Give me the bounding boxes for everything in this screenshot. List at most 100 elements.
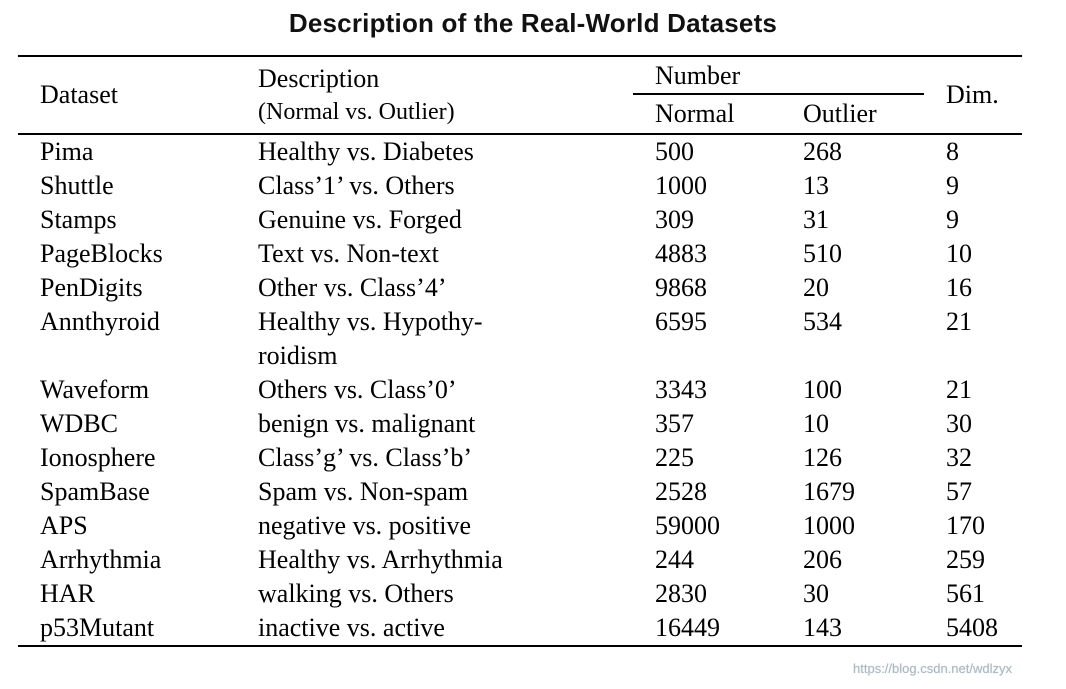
- column-header-dataset: Dataset: [18, 56, 236, 135]
- cell-dimension: 8: [946, 137, 960, 166]
- cell-description: Healthy vs. Arrhythmia: [258, 545, 503, 574]
- cell-dataset-name: WDBC: [40, 409, 118, 438]
- cell-description: benign vs. malignant: [258, 409, 476, 438]
- cell-outlier-count: 30: [803, 579, 829, 608]
- cell-description: inactive vs. active: [258, 613, 445, 642]
- cell-outlier-count: 534: [803, 307, 842, 336]
- cell-dimension: 9: [946, 171, 960, 200]
- column-header-description-line1: Description: [258, 64, 380, 93]
- table-row: PenDigits Other vs. Class’4’ 9868 20 16: [18, 271, 1022, 305]
- table-row: SpamBase Spam vs. Non-spam 2528 1679 57: [18, 475, 1022, 509]
- cell-dimension: 21: [946, 375, 973, 404]
- cell-dataset-name: APS: [40, 511, 88, 540]
- table-body: Pima Healthy vs. Diabetes 500 268 8 Shut…: [18, 134, 1022, 646]
- cell-dataset-name: Stamps: [40, 205, 117, 234]
- cell-normal-count: 4883: [655, 239, 707, 268]
- cell-outlier-count: 10: [803, 409, 829, 438]
- table-row: Waveform Others vs. Class’0’ 3343 100 21: [18, 373, 1022, 407]
- cell-dataset-name: PenDigits: [40, 273, 143, 302]
- cell-description: Spam vs. Non-spam: [258, 477, 469, 506]
- table-caption: Description of the Real-World Datasets: [288, 8, 778, 38]
- table-row: Shuttle Class’1’ vs. Others 1000 13 9: [18, 169, 1022, 203]
- cell-dimension: 170: [946, 511, 986, 540]
- cell-dataset-name: Arrhythmia: [40, 545, 162, 574]
- table-row: Stamps Genuine vs. Forged 309 31 9: [18, 203, 1022, 237]
- cell-normal-count: 1000: [655, 171, 707, 200]
- cell-dataset-name: Shuttle: [40, 171, 114, 200]
- cell-dataset-name: Ionosphere: [40, 443, 156, 472]
- column-header-dim: Dim.: [924, 56, 1023, 135]
- cell-outlier-count: 100: [803, 375, 842, 404]
- table-row: WDBC benign vs. malignant 357 10 30: [18, 407, 1022, 441]
- cell-description: Class’g’ vs. Class’b’: [258, 443, 473, 472]
- cell-description: Others vs. Class’0’: [258, 375, 457, 404]
- table-row: Arrhythmia Healthy vs. Arrhythmia 244 20…: [18, 543, 1022, 577]
- cell-normal-count: 2830: [655, 579, 707, 608]
- table-row: PageBlocks Text vs. Non-text 4883 510 10: [18, 237, 1022, 271]
- cell-dataset-name: Waveform: [40, 375, 150, 404]
- cell-outlier-count: 126: [803, 443, 842, 472]
- cell-dataset-name: Pima: [40, 137, 94, 166]
- cell-description: Healthy vs. Hypothy- roidism: [258, 307, 483, 370]
- cell-dataset-name: Annthyroid: [40, 307, 160, 336]
- cell-outlier-count: 510: [803, 239, 842, 268]
- cell-outlier-count: 268: [803, 137, 842, 166]
- cell-dataset-name: PageBlocks: [40, 239, 163, 268]
- cell-dimension: 259: [946, 545, 986, 574]
- cell-outlier-count: 206: [803, 545, 842, 574]
- cell-description: Healthy vs. Diabetes: [258, 137, 474, 166]
- cell-normal-count: 2528: [655, 477, 707, 506]
- cell-dimension: 10: [946, 239, 973, 268]
- cell-dataset-name: SpamBase: [40, 477, 150, 506]
- cell-description: walking vs. Others: [258, 579, 454, 608]
- cell-dimension: 5408: [946, 613, 999, 642]
- cell-normal-count: 357: [655, 409, 694, 438]
- cell-description: Class’1’ vs. Others: [258, 171, 455, 200]
- cell-normal-count: 500: [655, 137, 694, 166]
- cell-dataset-name: p53Mutant: [40, 613, 155, 642]
- cell-normal-count: 16449: [655, 613, 720, 642]
- cell-outlier-count: 1000: [803, 511, 855, 540]
- cell-normal-count: 59000: [655, 511, 720, 540]
- cell-normal-count: 3343: [655, 375, 707, 404]
- column-header-outlier: Outlier: [781, 94, 925, 135]
- table-row: Annthyroid Healthy vs. Hypothy- roidism …: [18, 305, 1022, 373]
- cell-dimension: 30: [946, 409, 973, 438]
- cell-description: Text vs. Non-text: [258, 239, 439, 268]
- watermark: https://blog.csdn.net/wdlzyx: [853, 661, 1012, 676]
- cell-normal-count: 9868: [655, 273, 707, 302]
- cell-normal-count: 309: [655, 205, 694, 234]
- cell-dimension: 57: [946, 477, 973, 506]
- cell-outlier-count: 143: [803, 613, 842, 642]
- cell-description: Genuine vs. Forged: [258, 205, 462, 234]
- cell-outlier-count: 31: [803, 205, 829, 234]
- cell-outlier-count: 20: [803, 273, 829, 302]
- cell-normal-count: 6595: [655, 307, 707, 336]
- table-row: Ionosphere Class’g’ vs. Class’b’ 225 126…: [18, 441, 1022, 475]
- header-row-2: Normal Outlier: [18, 94, 1022, 135]
- cell-description: Other vs. Class’4’: [258, 273, 447, 302]
- datasets-table: Dataset Description (Normal vs. Outlier)…: [18, 55, 1023, 647]
- cell-dimension: 21: [946, 307, 973, 336]
- cell-normal-count: 244: [655, 545, 694, 574]
- cell-dimension: 16: [946, 273, 973, 302]
- cell-description: negative vs. positive: [258, 511, 472, 540]
- column-header-description: Description (Normal vs. Outlier): [236, 56, 633, 135]
- table-row: Pima Healthy vs. Diabetes 500 268 8: [18, 134, 1022, 169]
- cell-dimension: 32: [946, 443, 973, 472]
- table-row: APS negative vs. positive 59000 1000 170: [18, 509, 1022, 543]
- table-header: Dataset Description (Normal vs. Outlier)…: [18, 56, 1023, 135]
- cell-outlier-count: 13: [803, 171, 829, 200]
- cell-dataset-name: HAR: [40, 579, 95, 608]
- table-row: HAR walking vs. Others 2830 30 561: [18, 577, 1022, 611]
- cell-dimension: 561: [946, 579, 986, 608]
- column-header-normal: Normal: [633, 94, 781, 135]
- table-row: p53Mutant inactive vs. active 16449 143 …: [18, 611, 1022, 646]
- cell-normal-count: 225: [655, 443, 694, 472]
- column-header-number: Number: [633, 56, 925, 95]
- column-header-description-line2: (Normal vs. Outlier): [258, 99, 455, 125]
- header-row-1: Dataset Description (Normal vs. Outlier)…: [18, 56, 1023, 135]
- cell-dimension: 9: [946, 205, 960, 234]
- cell-outlier-count: 1679: [803, 477, 855, 506]
